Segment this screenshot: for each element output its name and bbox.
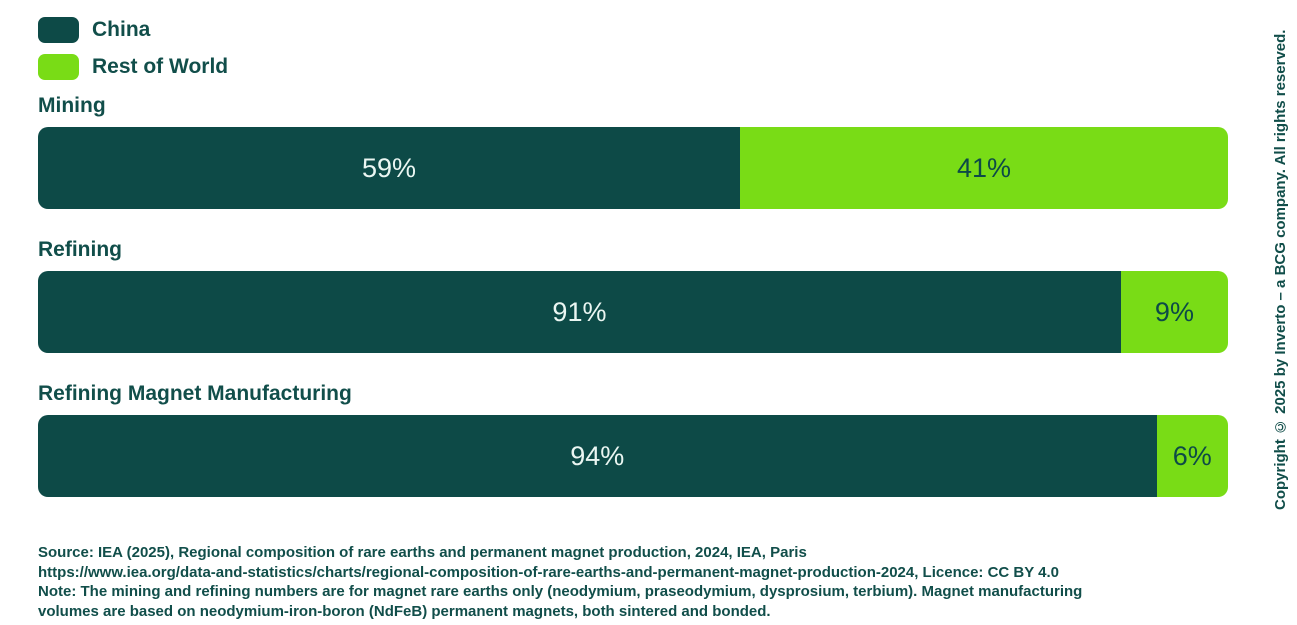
value-label: 59% <box>362 152 417 183</box>
bar-segment-china: 59% <box>38 127 741 209</box>
bar-segment-china: 94% <box>38 415 1157 497</box>
category-label-refining: Refining <box>38 238 122 261</box>
bar-segment-china: 91% <box>38 271 1121 353</box>
legend-swatch-china <box>38 17 79 43</box>
bar-segment-rest-of-world: 41% <box>740 127 1228 209</box>
value-label: 9% <box>1154 296 1194 327</box>
bar-refining: 91% 9% <box>38 271 1228 353</box>
bar-mining: 59% 41% <box>38 127 1228 209</box>
legend-swatch-rest-of-world <box>38 54 79 80</box>
bar-segment-rest-of-world: 6% <box>1156 415 1228 497</box>
legend: China Rest of World <box>38 16 1228 81</box>
note-line-2: volumes are based on neodymium-iron-boro… <box>38 602 771 620</box>
stacked-bar-chart: Mining 59% 41% Refining 91% 9% Refining Magnet… <box>38 94 1228 497</box>
value-label: 91% <box>552 296 607 327</box>
copyright-vertical: Copyright © 2025 by Inverto – a BCG comp… <box>1272 29 1289 510</box>
value-label: 94% <box>570 440 625 471</box>
legend-label: Rest of World <box>92 55 229 78</box>
source-note: Source: IEA (2025), Regional composition… <box>38 543 1228 621</box>
source-line: Source: IEA (2025), Regional composition… <box>38 544 807 561</box>
value-label: 6% <box>1172 440 1212 471</box>
category-label-mining: Mining <box>38 94 106 117</box>
legend-item-rest-of-world: Rest of World <box>38 53 1228 81</box>
value-label: 41% <box>957 152 1012 183</box>
legend-item-china: China <box>38 16 1228 44</box>
note-line-1: Note: The mining and refining numbers ar… <box>38 583 1083 600</box>
category-label-refining-magnet-manufacturing: Refining Magnet Manufacturing <box>38 382 352 405</box>
bar-segment-rest-of-world: 9% <box>1120 271 1228 353</box>
legend-label: China <box>92 18 151 41</box>
source-url-line: https://www.iea.org/data-and-statistics/… <box>38 563 1060 581</box>
bar-refining-magnet-manufacturing: 94% 6% <box>38 415 1228 497</box>
